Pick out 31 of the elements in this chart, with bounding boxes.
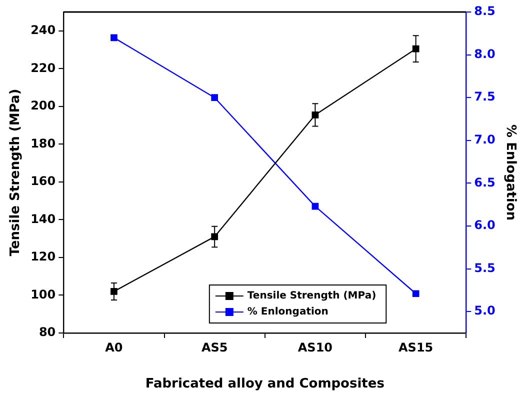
x-tick-label: AS10 — [298, 340, 333, 354]
y-tick-label: 200 — [30, 98, 56, 113]
y-tick-label: 80 — [38, 325, 56, 340]
y-tick-label: 220 — [30, 60, 56, 75]
y-tick-label: 160 — [30, 174, 56, 188]
y2-axis-title: % Enlogation — [502, 124, 518, 221]
y-tick-label: 180 — [30, 136, 56, 150]
x-tick-label: AS15 — [398, 340, 434, 354]
point — [412, 290, 420, 298]
y2-tick-label: 6.0 — [474, 218, 496, 232]
y-tick-label: 240 — [30, 23, 56, 38]
legend-label: % Enlongation — [247, 306, 328, 318]
x-axis-title: Fabricated alloy and Composites — [145, 376, 385, 392]
y-tick-label: 140 — [30, 212, 56, 226]
y2-tick-label: 6.5 — [474, 175, 496, 190]
point — [312, 202, 319, 210]
y2-tick-label: 5.5 — [474, 260, 496, 275]
y2-tick-label: 8.5 — [474, 4, 496, 18]
y-tick-label: 100 — [30, 287, 56, 302]
y2-tick-label: 7.5 — [474, 90, 496, 104]
y2-tick-label: 7.0 — [474, 132, 496, 147]
point — [110, 288, 118, 295]
point — [211, 94, 218, 102]
point — [110, 34, 118, 42]
x-tick-label: AS5 — [201, 340, 228, 354]
y-tick-label: 120 — [30, 250, 56, 264]
y2-tick-label: 5.0 — [474, 304, 496, 318]
x-tick-label: A0 — [105, 340, 123, 354]
y-axis-title: Tensile Strength (MPa) — [8, 88, 24, 256]
legend-label: Tensile Strength (MPa) — [247, 290, 376, 302]
y2-tick-label: 8.0 — [474, 46, 496, 61]
